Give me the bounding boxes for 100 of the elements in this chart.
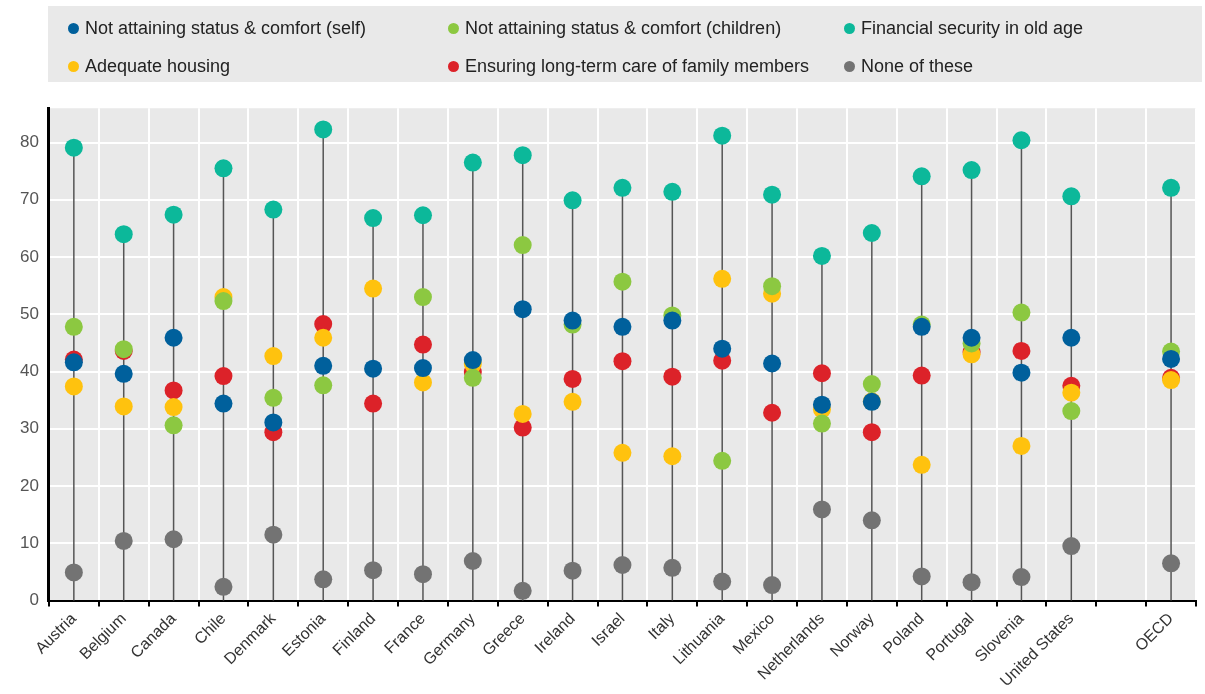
point [663,311,682,330]
point [1012,131,1031,150]
point [663,558,682,577]
point [1012,363,1031,382]
y-tick-label: 60 [19,246,39,266]
legend-label: None of these [861,55,974,77]
point [164,328,183,347]
point [563,392,582,411]
y-tick-label: 20 [19,475,39,495]
point [1012,341,1031,360]
point [613,272,632,291]
point [962,161,981,180]
point [413,565,432,584]
point [1012,568,1031,587]
point [1062,328,1081,347]
point [314,120,333,139]
point [713,572,732,591]
point [912,167,931,186]
point [513,404,532,423]
point [114,397,133,416]
point [763,354,782,373]
point [912,366,931,385]
point [364,279,383,298]
point [364,394,383,413]
x-tick-label: Italy [644,609,678,643]
point [613,352,632,371]
legend-label: Financial security in old age [861,17,1084,39]
point [862,375,881,394]
y-tick-label: 40 [19,361,39,381]
point [164,416,183,435]
point [314,356,333,375]
point [812,395,831,414]
point [862,223,881,242]
point [613,556,632,575]
point [513,236,532,255]
point [314,376,333,395]
point [513,300,532,319]
point [364,209,383,228]
point [214,292,233,311]
point [563,311,582,330]
point [114,531,133,550]
point [962,573,981,592]
point [912,455,931,474]
point [1012,303,1031,322]
legend-label: Not attaining status & comfort (children) [465,17,782,39]
y-tick-label: 0 [29,590,39,610]
point [463,368,482,387]
point [763,576,782,595]
point [463,552,482,570]
point [164,398,183,417]
point [364,359,383,378]
point [613,178,632,197]
point [1162,178,1181,197]
point [513,146,532,165]
point [114,364,133,383]
point [862,423,881,442]
point [1062,537,1081,556]
point [314,328,333,347]
point [763,185,782,204]
y-tick-label: 30 [19,418,39,438]
point [563,191,582,210]
point [413,359,432,378]
point [164,530,183,549]
point [713,451,732,470]
y-tick-label: 10 [19,532,39,552]
point [1162,554,1181,573]
point [1162,349,1181,368]
point [613,443,632,462]
point [413,206,432,225]
point [264,388,283,407]
point [413,288,432,307]
point [214,394,233,413]
point [1062,402,1081,421]
y-tick-label: 50 [19,303,39,323]
point [1062,383,1081,402]
point [862,511,881,530]
point [563,369,582,388]
point [64,563,83,582]
point [812,364,831,383]
point [513,581,532,600]
point [264,347,283,366]
point [812,246,831,265]
point [613,317,632,336]
point [663,182,682,201]
point [214,159,233,178]
point [1062,187,1081,206]
point [563,561,582,580]
point [64,377,83,396]
point [463,153,482,172]
point [64,317,83,336]
point [64,138,83,157]
point [164,205,183,224]
point [663,447,682,466]
legend-label: Adequate housing [85,55,231,77]
point [713,339,732,358]
y-tick-label: 80 [19,132,39,152]
point [962,328,981,347]
point [364,561,383,580]
point [763,277,782,296]
point [663,367,682,386]
